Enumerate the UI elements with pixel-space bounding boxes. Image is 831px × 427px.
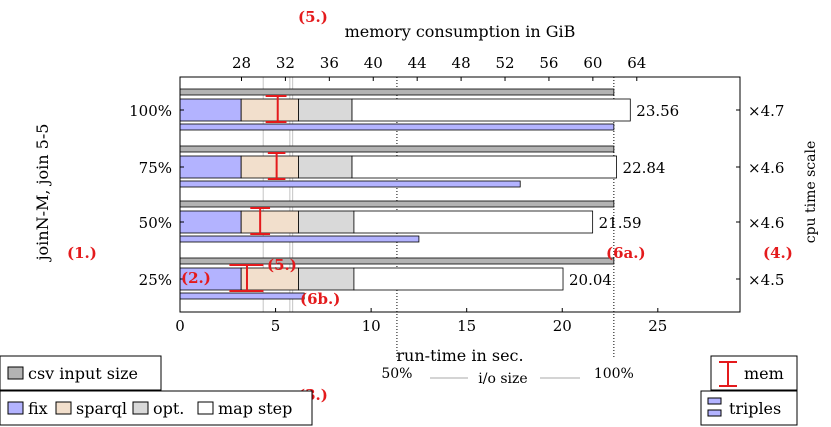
bar-fix-1 — [179, 155, 242, 179]
legend-opt-label: opt. — [153, 399, 184, 418]
csv-input-bar-1 — [179, 145, 615, 153]
y-axis-label: joinN-M, join 5-5 — [33, 124, 52, 263]
legend-triples-label: triples — [729, 399, 781, 418]
legend-triples-swatch-bottom — [707, 409, 722, 417]
csv-input-bar-3 — [179, 257, 615, 265]
bars-layer — [179, 88, 631, 300]
y2-axis-label: cpu time scale — [803, 141, 819, 244]
bar-fix-0 — [179, 98, 242, 122]
category-label-1: 75% — [139, 159, 172, 177]
bar-opt-0 — [298, 98, 353, 122]
annotation-1: (1.) — [67, 244, 97, 262]
triples-bar-3 — [179, 292, 305, 300]
annotation-5-inner: (5.) — [267, 256, 297, 274]
legend-map-step-swatch — [197, 401, 214, 415]
cpu-scale-label-0: ×4.7 — [748, 102, 784, 120]
total-label-2: 21.59 — [599, 214, 642, 232]
legend-csv-box — [0, 355, 162, 391]
x-tick-label-4: 20 — [553, 317, 572, 335]
io-size-mark-1: 100% — [594, 366, 634, 382]
cpu-scale-label-2: ×4.6 — [748, 214, 784, 232]
annotations: (1.) (2.) (3.) (4.) (5.) (5.) (6a.) (6b.… — [67, 8, 793, 404]
legend-fix-label: fix — [28, 399, 48, 418]
legend-fix-swatch — [7, 401, 24, 415]
x2-tick-label-8: 60 — [583, 54, 602, 72]
legend-mem-label: mem — [744, 364, 784, 383]
x-axis-label: run-time in sec. — [396, 346, 523, 365]
legend-triples: triples — [700, 390, 798, 426]
x2-tick-label-5: 48 — [452, 54, 471, 72]
x2-axis-label: memory consumption in GiB — [345, 22, 576, 41]
category-label-2: 50% — [139, 214, 172, 232]
total-label-0: 23.56 — [636, 102, 679, 120]
legend-map-step-label: map step — [218, 399, 292, 418]
category-label-3: 25% — [139, 271, 172, 289]
x2-tick-label-7: 56 — [539, 54, 558, 72]
x2-tick-label-9: 64 — [627, 54, 646, 72]
x2-tick-label-2: 36 — [320, 54, 339, 72]
bar-opt-2 — [298, 210, 355, 234]
mem-errorbars — [229, 95, 287, 292]
legend-csv-swatch — [7, 366, 24, 380]
bar-mapstep-1 — [351, 155, 617, 179]
annotation-6a: (6a.) — [606, 244, 646, 262]
triples-bar-1 — [179, 180, 521, 188]
total-label-1: 22.84 — [623, 159, 666, 177]
legend-sparql-swatch — [55, 401, 72, 415]
bar-opt-1 — [298, 155, 353, 179]
legend-main: fix sparql opt. map step — [0, 390, 313, 426]
x-tick-label-0: 0 — [175, 317, 185, 335]
x2-tick-label-4: 44 — [408, 54, 427, 72]
legend-main-box — [0, 390, 313, 426]
x-tick-label-1: 5 — [271, 317, 281, 335]
x-tick-label-5: 25 — [648, 317, 667, 335]
io-size-mark-0: 50% — [381, 366, 412, 382]
x2-tick-label-1: 32 — [276, 54, 295, 72]
legend-sparql-label: sparql — [76, 399, 127, 418]
bar-mapstep-0 — [351, 98, 631, 122]
bar-opt-3 — [298, 267, 355, 291]
total-label-3: 20.04 — [569, 271, 612, 289]
legend-mem: mem — [710, 355, 798, 391]
io-size-label: i/o size — [478, 371, 527, 387]
bar-mapstep-3 — [353, 267, 564, 291]
bar-mapstep-2 — [353, 210, 594, 234]
legend-csv: csv input size — [0, 355, 162, 391]
triples-bar-2 — [179, 235, 420, 243]
legend-opt-swatch — [132, 401, 149, 415]
annotation-4: (4.) — [763, 244, 793, 262]
plot-frame — [179, 76, 741, 313]
x2-tick-label-6: 52 — [495, 54, 514, 72]
triples-bar-0 — [179, 123, 615, 131]
legend-triples-swatch-top — [707, 397, 722, 405]
bar-fix-2 — [179, 210, 242, 234]
annotation-6b: (6b.) — [300, 290, 340, 308]
csv-input-bar-0 — [179, 88, 615, 96]
csv-input-bar-2 — [179, 200, 615, 208]
cpu-scale-label-3: ×4.5 — [748, 271, 784, 289]
bar-sparql-0 — [240, 98, 299, 122]
x-tick-label-3: 15 — [457, 317, 476, 335]
axes-layer: 50% 100% 23.56 100% ×4.7 22.84 75% ×4.6 21.59 50%… — [129, 54, 784, 382]
cpu-scale-label-1: ×4.6 — [748, 159, 784, 177]
io-size-scale: i/o size — [430, 371, 580, 387]
legend-triples-box — [700, 390, 798, 426]
bar-sparql-2 — [240, 210, 299, 234]
x2-tick-label-3: 40 — [364, 54, 383, 72]
annotation-2: (2.) — [181, 269, 211, 287]
category-label-0: 100% — [129, 102, 172, 120]
x2-tick-label-0: 28 — [232, 54, 251, 72]
annotation-5-top: (5.) — [298, 8, 328, 26]
x-tick-label-2: 10 — [362, 317, 381, 335]
bar-sparql-1 — [240, 155, 299, 179]
legend-csv-label: csv input size — [28, 364, 138, 383]
